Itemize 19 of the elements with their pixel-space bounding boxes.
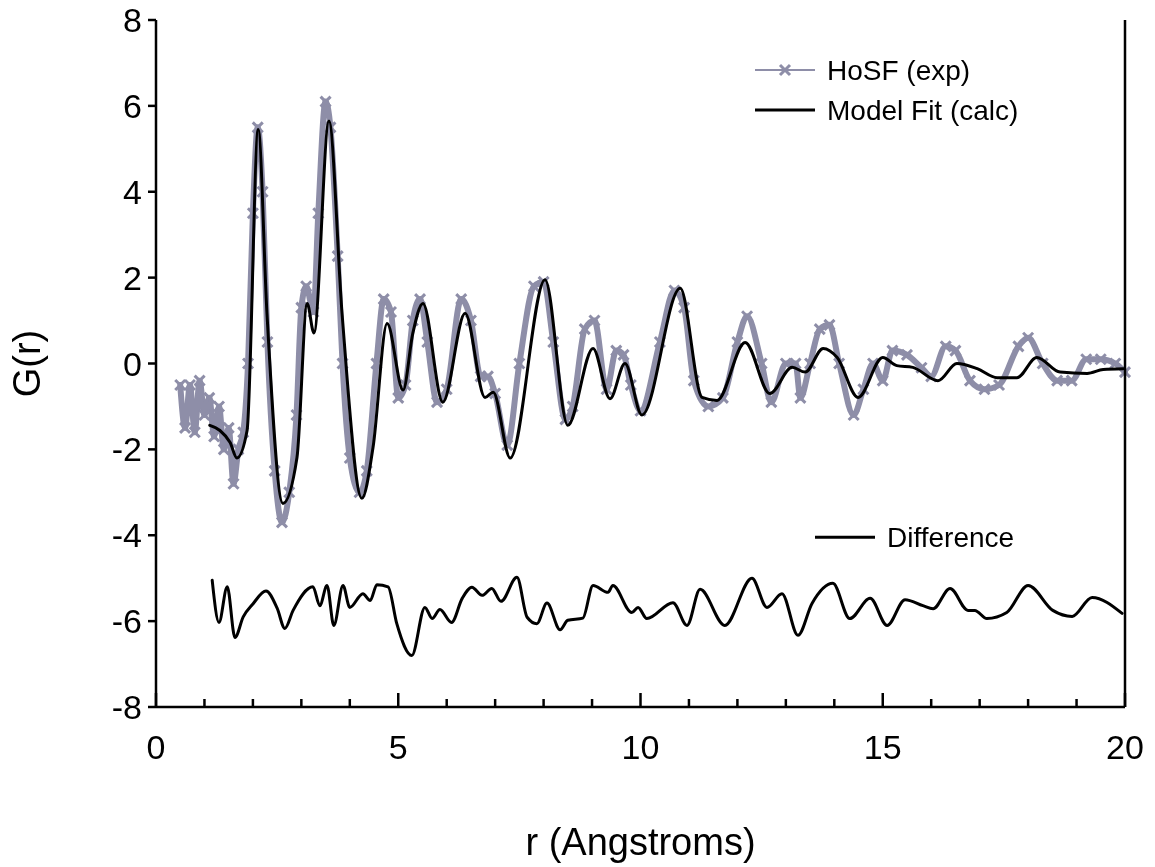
y-tick-label: 4 <box>123 172 142 211</box>
x-tick-label: 10 <box>621 728 660 766</box>
y-tick-label: -6 <box>111 602 142 641</box>
x-tick-label: 15 <box>863 728 902 766</box>
legend-label: Model Fit (calc) <box>827 95 1019 126</box>
x-tick-label: 5 <box>388 728 408 766</box>
y-tick-label: 2 <box>123 258 142 297</box>
y-tick-label: 8 <box>123 1 142 39</box>
x-axis-title: r (Angstroms) <box>525 821 756 863</box>
legend-label: HoSF (exp) <box>827 55 971 86</box>
x-tick-label: 0 <box>146 728 166 766</box>
y-tick-label: -4 <box>111 516 142 555</box>
x-tick-label: 20 <box>1106 728 1144 766</box>
legend-label: Difference <box>887 522 1015 554</box>
y-tick-label: -2 <box>111 430 142 469</box>
y-axis-title: G(r) <box>6 329 48 398</box>
y-tick-label: 0 <box>123 344 142 383</box>
y-tick-label: 6 <box>123 86 142 125</box>
y-tick-label: -8 <box>111 688 142 726</box>
